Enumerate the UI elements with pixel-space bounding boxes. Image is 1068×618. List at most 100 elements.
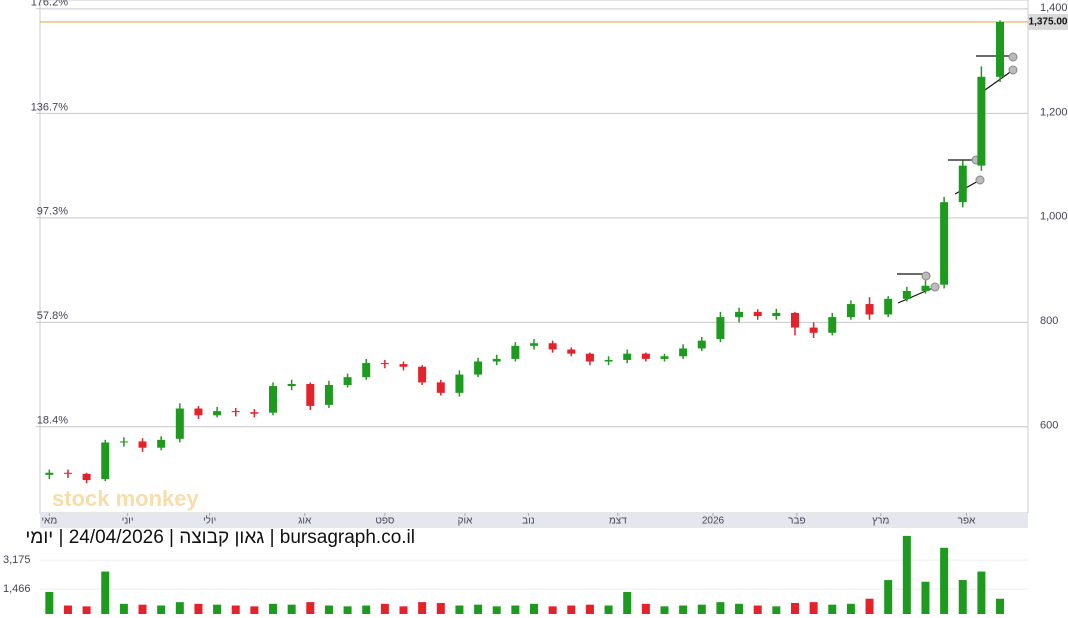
y-tick-label: 1,466 (3, 583, 31, 595)
volume-bar (604, 605, 613, 614)
candle-body (492, 358, 501, 362)
volume-bar (362, 605, 371, 614)
y-tick-label: 600 (1040, 420, 1058, 432)
y-tick-label: 800 (1040, 315, 1058, 327)
candle-body (660, 356, 669, 359)
candle-body (138, 441, 147, 448)
volume-bar (828, 604, 837, 614)
candle-body (567, 349, 576, 354)
candle-body (846, 304, 855, 318)
candle-body (269, 386, 278, 413)
volume-bar (343, 606, 352, 614)
candle-body (679, 348, 688, 357)
x-tick-label: 2026 (702, 516, 725, 527)
volume-bar (436, 602, 445, 614)
pattern-points (921, 52, 1018, 292)
volume-bar (809, 602, 818, 614)
candle-body (418, 366, 427, 383)
volume-bar (641, 603, 650, 614)
candle-body (604, 359, 613, 362)
volume-bar (119, 603, 128, 614)
volume-bar (101, 571, 110, 614)
volume-bar (45, 591, 54, 614)
volume-bar (250, 606, 259, 614)
candle-body (828, 317, 837, 333)
candle-body (175, 408, 184, 439)
candle-body (436, 382, 445, 393)
x-tick-label: ספט (375, 516, 395, 527)
volume-bar (940, 547, 949, 614)
candle-body (511, 345, 520, 359)
x-tick-label: אוק (458, 516, 473, 527)
volume-bar (958, 580, 967, 614)
candle-body (63, 472, 72, 474)
candle-body (194, 408, 203, 416)
volume-bar (772, 606, 781, 614)
volume-bar (548, 606, 557, 614)
subtitle: bursagraph.co.il | גאון קבוצה | 24/04/20… (25, 527, 415, 548)
plot-area (39, 0, 1029, 514)
x-tick-label: יולי (203, 515, 216, 527)
y-tick-label: 3,175 (3, 554, 31, 566)
candle-body (958, 165, 967, 203)
volume-bar (530, 603, 538, 614)
volume-bar (231, 605, 240, 614)
candle-body (623, 353, 632, 360)
volume-bar (492, 606, 501, 614)
volume-bar (138, 604, 147, 614)
y2-tick-label: 57.8% (37, 310, 68, 322)
candle-body (306, 383, 315, 406)
candle-body (455, 374, 464, 393)
volume-bar (697, 604, 706, 614)
candle-body (250, 412, 259, 414)
candle-body (940, 202, 949, 285)
candle-body (735, 311, 744, 318)
y-tick-label: 1,200 (1040, 106, 1068, 118)
volume-bar (511, 605, 520, 614)
volume-bar (902, 535, 911, 614)
volume-bar (865, 598, 874, 614)
candle-body (399, 364, 408, 367)
volume-bar (306, 602, 315, 614)
candle-body (977, 76, 986, 166)
x-tick-label: אוג (298, 516, 312, 527)
candle-body (530, 343, 538, 346)
candle-body (548, 343, 557, 350)
candle-body (772, 312, 781, 317)
volume-bar (753, 605, 762, 614)
x-tick-label: פבר (788, 516, 805, 527)
volume-bar (735, 603, 744, 614)
volume-bar (921, 581, 930, 614)
volume-bar (790, 602, 799, 614)
volume-bar (380, 603, 389, 614)
candle-body (921, 285, 930, 291)
candle-body (884, 298, 893, 315)
candle-body (809, 327, 818, 333)
candle-body (231, 411, 240, 413)
candle-body (157, 439, 166, 448)
volume-bar (213, 604, 222, 614)
y2-tick-label: 97.3% (37, 206, 68, 218)
volume-bar (977, 571, 986, 614)
volume-bar (455, 605, 464, 614)
x-tick-label: אפר (958, 516, 976, 527)
candle-body (324, 385, 333, 405)
volume-bar (63, 605, 72, 614)
watermark: stock monkey (52, 486, 199, 511)
volume-bar (567, 605, 576, 614)
x-tick-label: נוב (522, 516, 535, 527)
y-tick-label: 1,400 (1040, 2, 1068, 14)
y2-tick-label: 136.7% (31, 101, 69, 113)
candle-body (362, 363, 371, 378)
volume-bar (175, 602, 184, 614)
volume-bar (846, 603, 855, 614)
volume-bar (884, 580, 893, 614)
candle-body (474, 361, 483, 375)
candle-body (790, 312, 799, 328)
x-tick-label: דצמ (609, 516, 627, 527)
candle-body (343, 377, 352, 386)
candle-body (119, 441, 128, 443)
volume-bar (82, 606, 91, 614)
